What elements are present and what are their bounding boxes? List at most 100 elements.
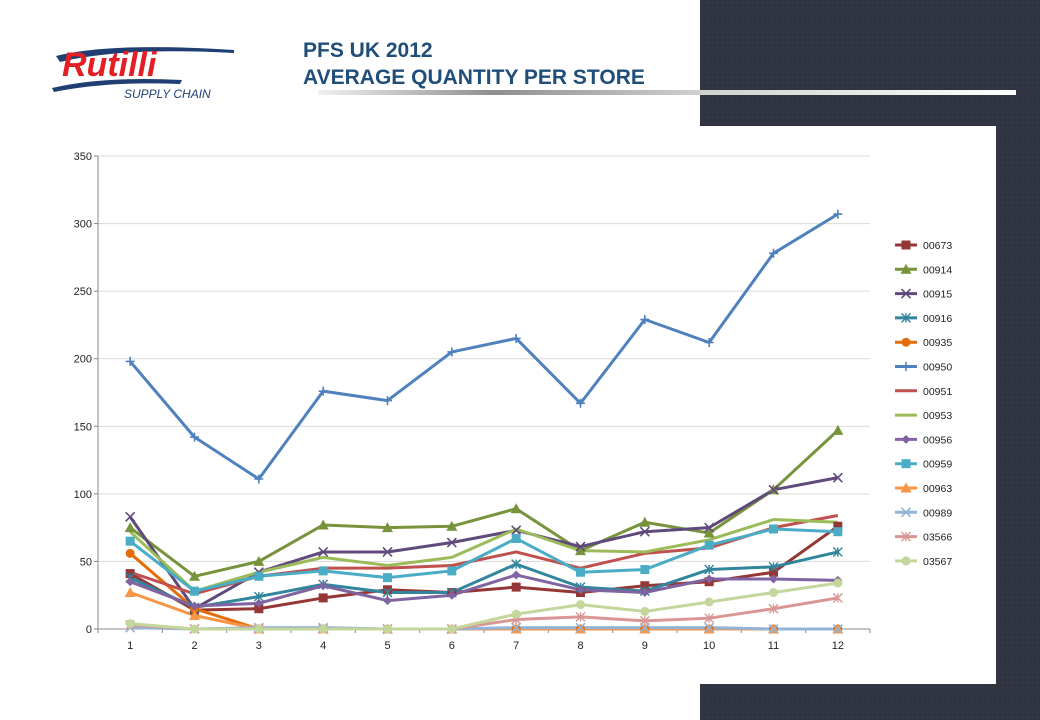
- series-line-00914: [129, 429, 839, 578]
- data-point-00956: [576, 585, 585, 595]
- data-point-03567: [254, 624, 264, 634]
- data-point-00915: [511, 525, 522, 536]
- data-point-00914: [832, 424, 844, 435]
- data-point-00959: [511, 533, 521, 543]
- data-point-00956: [318, 581, 328, 591]
- data-point-00916: [511, 559, 522, 570]
- legend-marker-00915: [900, 288, 912, 299]
- data-point-00989: [511, 622, 522, 633]
- data-point-00963: [189, 609, 200, 620]
- data-point-00914: [317, 519, 329, 530]
- legend-label-00951: 00951: [923, 386, 952, 398]
- data-point-00915: [768, 484, 779, 495]
- logo-wordmark: Rutilli: [62, 46, 158, 84]
- title-line-2: AVERAGE QUANTITY PER STORE: [303, 66, 645, 89]
- data-point-00989: [704, 622, 715, 633]
- data-point-00956: [383, 596, 392, 606]
- legend-marker-00935: [901, 337, 911, 347]
- legend-marker-00673: [901, 240, 911, 250]
- logo-subtext: SUPPLY CHAIN: [124, 87, 211, 101]
- data-point-00959: [704, 540, 714, 550]
- data-point-00915: [639, 526, 650, 537]
- data-point-00950: [704, 337, 714, 347]
- data-point-00914: [510, 503, 522, 514]
- data-point-03566: [832, 592, 843, 603]
- legend-marker-00956: [901, 434, 911, 444]
- data-point-00959: [833, 527, 843, 537]
- data-point-00915: [704, 522, 715, 533]
- data-point-03566: [639, 615, 650, 626]
- x-tick-label: 5: [384, 640, 390, 652]
- legend-marker-00959: [901, 459, 911, 469]
- x-tick-label: 4: [320, 640, 326, 652]
- data-point-00935: [125, 548, 135, 558]
- data-point-00914: [189, 570, 200, 581]
- data-point-00673: [318, 593, 328, 603]
- legend-label-00916: 00916: [923, 313, 952, 325]
- legend-marker-00963: [900, 482, 912, 493]
- slide-title: PFS UK 2012 AVERAGE QUANTITY PER STORE: [303, 37, 645, 91]
- legend-label-00935: 00935: [923, 337, 952, 349]
- data-point-00916: [382, 587, 393, 598]
- y-tick-label: 150: [74, 421, 92, 433]
- data-point-00915: [382, 546, 393, 558]
- legend-label-00989: 00989: [923, 507, 952, 519]
- data-point-00950: [318, 386, 328, 396]
- data-point-00915: [446, 537, 457, 548]
- data-point-00950: [640, 315, 650, 325]
- data-point-00673: [833, 521, 843, 531]
- data-point-00963: [124, 587, 136, 598]
- title-line-1: PFS UK 2012: [303, 39, 433, 62]
- data-point-00673: [254, 604, 264, 614]
- data-point-03567: [704, 597, 714, 607]
- legend-label-00959: 00959: [923, 459, 952, 471]
- legend-label-00956: 00956: [923, 434, 952, 446]
- data-point-03566: [768, 603, 779, 614]
- data-point-00673: [769, 567, 778, 577]
- data-point-00915: [832, 472, 843, 483]
- data-point-00959: [254, 571, 264, 581]
- legend-marker-00950: [901, 362, 911, 371]
- data-point-00956: [511, 570, 521, 580]
- x-tick-label: 6: [449, 640, 455, 652]
- legend-label-03566: 03566: [923, 532, 952, 544]
- data-point-00950: [447, 347, 457, 357]
- data-point-00915: [318, 546, 329, 558]
- x-tick-label: 9: [642, 640, 648, 652]
- y-tick-label: 250: [74, 286, 92, 298]
- y-tick-label: 100: [74, 489, 92, 501]
- legend-marker-00916: [901, 312, 911, 323]
- data-point-00959: [383, 573, 392, 583]
- title-underline: [318, 90, 1016, 95]
- data-point-00950: [254, 474, 264, 484]
- data-point-00950: [769, 248, 778, 258]
- y-tick-label: 200: [74, 354, 92, 366]
- data-point-03566: [575, 611, 586, 622]
- legend-label-00963: 00963: [923, 483, 952, 495]
- data-point-03567: [447, 624, 457, 634]
- x-tick-label: 12: [832, 640, 844, 652]
- data-point-00956: [769, 574, 778, 584]
- data-point-00950: [125, 356, 135, 366]
- data-point-00673: [640, 581, 650, 591]
- data-point-00950: [383, 396, 392, 406]
- data-point-00914: [253, 555, 265, 566]
- data-point-00956: [704, 574, 714, 584]
- series-line-00956: [129, 573, 838, 608]
- legend-label-00950: 00950: [923, 362, 952, 374]
- data-point-00989: [575, 622, 586, 633]
- data-point-00914: [446, 520, 458, 531]
- data-point-00956: [447, 590, 457, 600]
- data-point-00959: [769, 524, 778, 534]
- data-point-03567: [125, 619, 135, 629]
- data-point-00989: [832, 623, 843, 635]
- data-point-03567: [640, 606, 650, 616]
- legend-marker-03566: [901, 531, 911, 542]
- data-point-00916: [704, 564, 715, 575]
- legend-label-00915: 00915: [923, 289, 952, 301]
- legend-label-00914: 00914: [923, 264, 952, 276]
- data-point-00959: [447, 566, 457, 576]
- data-point-03567: [576, 600, 585, 610]
- x-tick-label: 7: [513, 640, 519, 652]
